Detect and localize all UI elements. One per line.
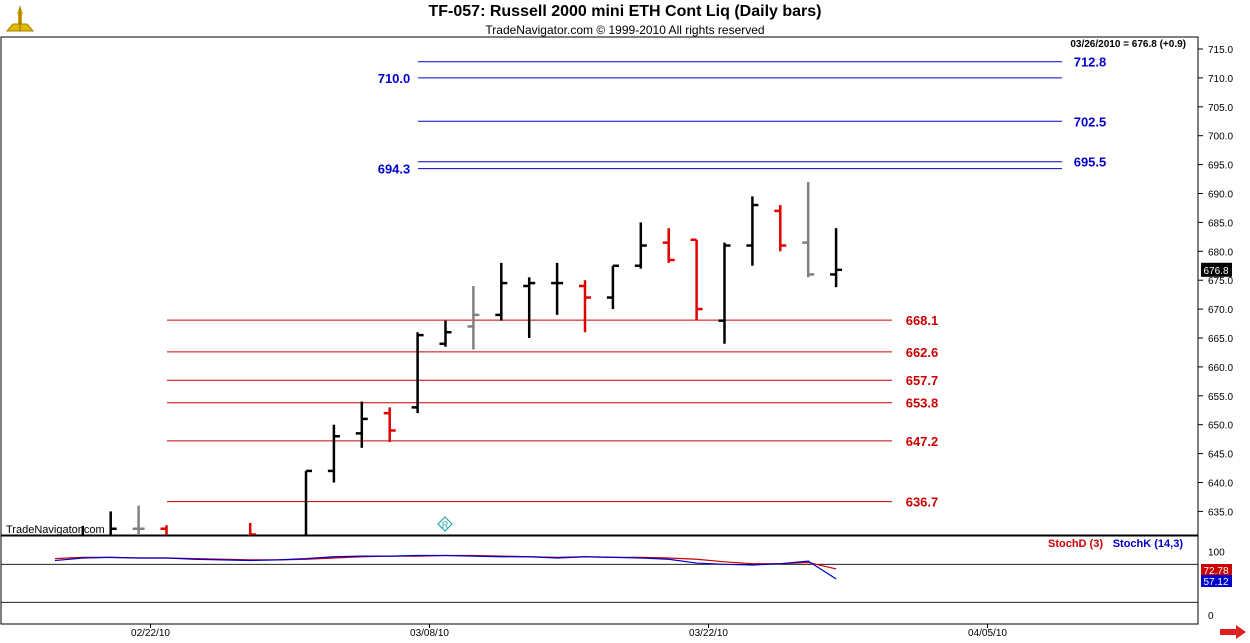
y-tick-label: 715.0 bbox=[1208, 45, 1233, 56]
y-tick-label: 705.0 bbox=[1208, 103, 1233, 114]
blue-level-label-4: 694.3 bbox=[378, 162, 411, 177]
y-tick-label: 685.0 bbox=[1208, 218, 1233, 229]
y-tick-label: 645.0 bbox=[1208, 450, 1233, 461]
price-bar bbox=[634, 222, 647, 269]
price-bar bbox=[248, 522, 257, 535]
y-tick-label: 655.0 bbox=[1208, 392, 1233, 403]
red-level-label-5: 636.7 bbox=[906, 495, 939, 510]
price-bar bbox=[802, 181, 815, 278]
y-tick-label: 690.0 bbox=[1208, 190, 1233, 201]
price-readout: 03/26/2010 = 676.8 (+0.9) bbox=[1070, 39, 1186, 50]
price-bar bbox=[355, 401, 368, 448]
y-tick-label: 695.0 bbox=[1208, 161, 1233, 172]
stoch-value-label-0: 72.78 bbox=[1203, 566, 1228, 577]
trade-navigator-logo-icon bbox=[5, 6, 35, 32]
marker-icon[interactable]: R bbox=[437, 516, 453, 532]
price-bar bbox=[774, 205, 787, 252]
stoch-y-tick-label: 0 bbox=[1208, 611, 1214, 622]
red-level-label-1: 662.6 bbox=[906, 345, 939, 360]
chart-subtitle: TradeNavigator.com © 1999-2010 All right… bbox=[485, 23, 765, 37]
price-bar bbox=[467, 285, 480, 350]
marker-glyph: R bbox=[442, 520, 449, 530]
price-bar bbox=[746, 196, 759, 266]
y-tick-label: 700.0 bbox=[1208, 132, 1233, 143]
price-bar bbox=[830, 228, 843, 288]
y-tick-label: 670.0 bbox=[1208, 305, 1233, 316]
x-tick-label: 02/22/10 bbox=[131, 628, 170, 639]
stochk-line bbox=[54, 554, 837, 580]
right-arrow-icon[interactable] bbox=[1218, 625, 1248, 639]
y-tick-label: 650.0 bbox=[1208, 421, 1233, 432]
stoch-value-label-1: 57.12 bbox=[1203, 577, 1228, 588]
last-price-label: 676.8 bbox=[1203, 266, 1228, 277]
blue-level-label-0: 712.8 bbox=[1074, 55, 1107, 70]
watermark-label: TradeNavigator.com bbox=[6, 524, 105, 536]
price-bar bbox=[690, 238, 703, 321]
blue-level-label-3: 695.5 bbox=[1074, 155, 1107, 170]
red-level-label-2: 657.7 bbox=[906, 373, 939, 388]
x-tick-label: 03/22/10 bbox=[689, 628, 728, 639]
y-tick-label: 675.0 bbox=[1208, 276, 1233, 287]
stoch-value-tag-0 bbox=[1201, 564, 1232, 576]
last-price-tag bbox=[1201, 262, 1232, 277]
price-bar bbox=[718, 242, 731, 344]
price-bar bbox=[383, 407, 396, 443]
price-bar bbox=[551, 262, 564, 315]
price-bar bbox=[327, 424, 340, 483]
stoch-value-tag-1 bbox=[1201, 575, 1232, 587]
price-bar bbox=[495, 262, 508, 321]
price-bar bbox=[160, 525, 168, 535]
y-tick-label: 660.0 bbox=[1208, 363, 1233, 374]
x-tick-label: 04/05/10 bbox=[968, 628, 1007, 639]
price-bar bbox=[132, 505, 145, 535]
red-level-label-4: 647.2 bbox=[906, 434, 939, 449]
price-bar bbox=[411, 332, 424, 414]
y-tick-label: 680.0 bbox=[1208, 247, 1233, 258]
chart-title: TF-057: Russell 2000 mini ETH Cont Liq (… bbox=[428, 3, 822, 20]
legend-stochk: StochK (14,3) bbox=[1113, 538, 1184, 550]
legend-stochd: StochD (3) bbox=[1048, 538, 1103, 550]
y-tick-label: 640.0 bbox=[1208, 479, 1233, 490]
price-bar bbox=[579, 280, 591, 333]
price-bar bbox=[439, 320, 452, 347]
stoch-y-tick-label: 100 bbox=[1208, 548, 1225, 559]
price-bar bbox=[606, 264, 619, 310]
x-tick-label: 03/08/10 bbox=[410, 628, 449, 639]
price-bar bbox=[304, 469, 312, 535]
price-bar bbox=[662, 228, 675, 263]
y-tick-label: 710.0 bbox=[1208, 74, 1233, 85]
y-tick-label: 635.0 bbox=[1208, 507, 1233, 518]
price-panel bbox=[0, 36, 1199, 536]
price-bar bbox=[109, 511, 117, 535]
blue-level-label-2: 702.5 bbox=[1074, 114, 1107, 129]
y-tick-label: 665.0 bbox=[1208, 334, 1233, 345]
blue-level-label-1: 710.0 bbox=[378, 71, 411, 86]
red-level-label-3: 653.8 bbox=[906, 396, 939, 411]
price-bar bbox=[81, 525, 85, 535]
stochastic-panel bbox=[0, 535, 1199, 625]
price-bar bbox=[523, 277, 536, 338]
red-level-label-0: 668.1 bbox=[906, 313, 939, 328]
